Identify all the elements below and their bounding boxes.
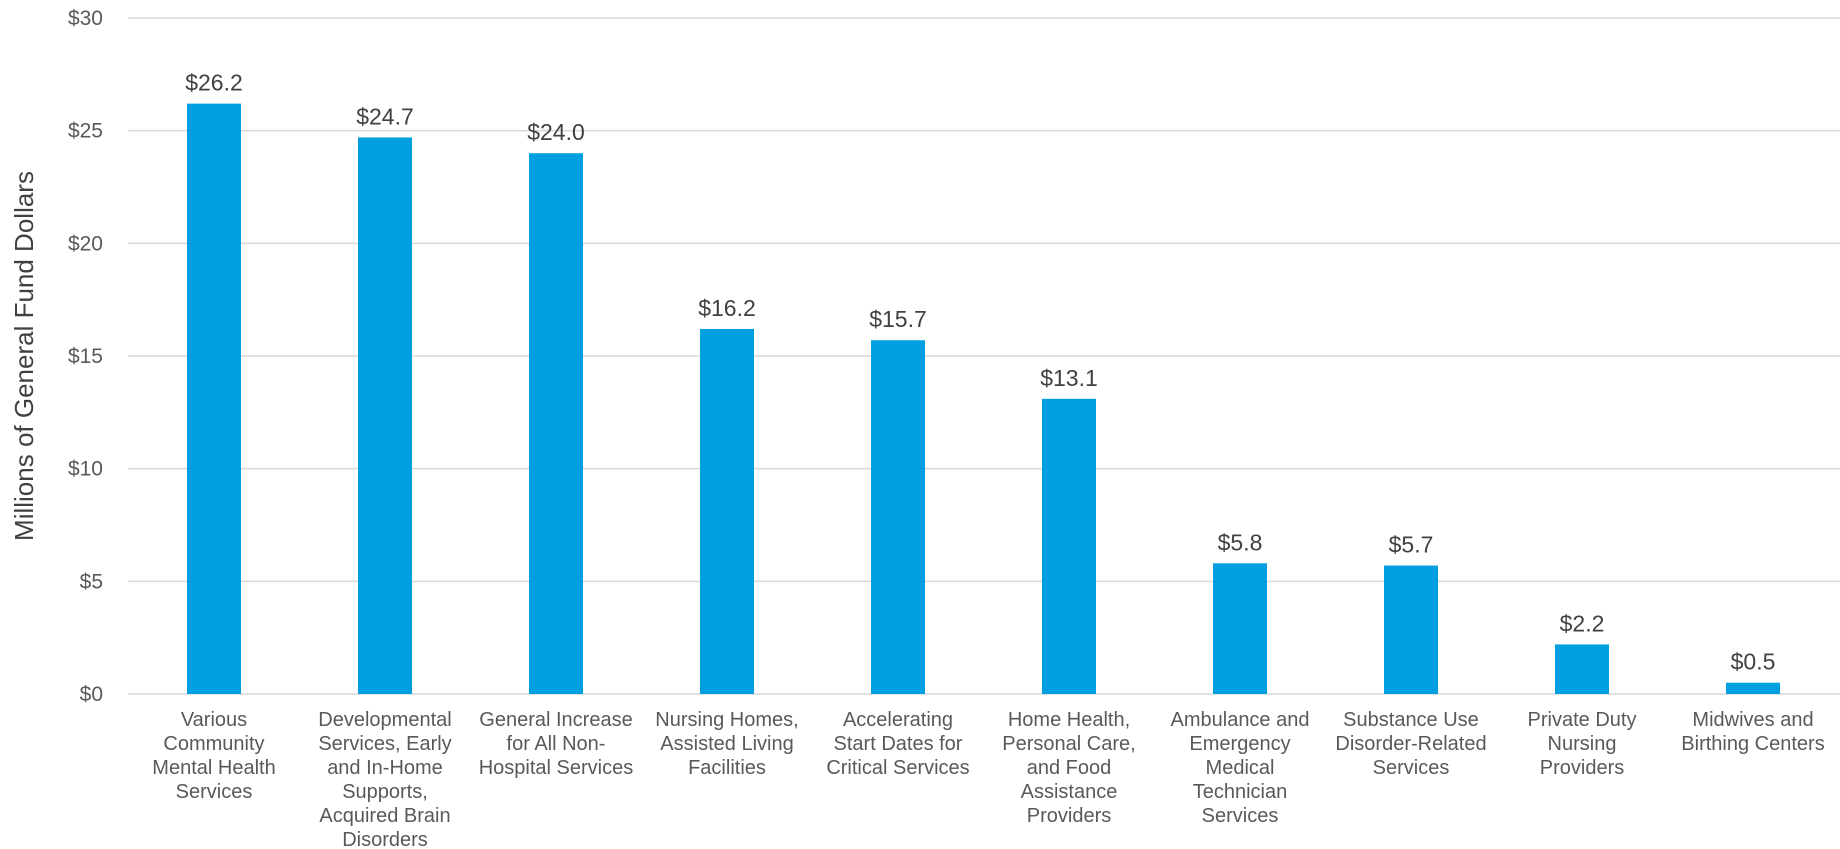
data-label: $24.0 xyxy=(527,119,585,145)
data-label: $5.8 xyxy=(1218,529,1263,555)
x-tick-label-line: Supports, xyxy=(342,781,428,803)
x-tick-label-line: Midwives and xyxy=(1692,709,1813,731)
data-label: $13.1 xyxy=(1040,365,1098,391)
x-tick-label-line: Nursing xyxy=(1548,733,1617,755)
x-tick-label: General Increase for All Non-Hospital Ser… xyxy=(479,709,634,779)
bar xyxy=(358,137,412,695)
x-tick-label: Developmental Services, Early and In-Home S… xyxy=(318,709,451,849)
x-tick-label-line: Services xyxy=(1202,805,1279,827)
bar xyxy=(700,328,754,694)
x-tick-label-line: Facilities xyxy=(688,757,766,779)
bar xyxy=(1555,644,1609,694)
x-tick-label: Substance Use Disorder-Related Services xyxy=(1335,709,1486,779)
x-tick-label: Midwives and Birthing Centers xyxy=(1681,709,1824,755)
y-tick-label: $15 xyxy=(68,345,103,368)
x-tick-label-line: Medical xyxy=(1206,757,1275,779)
y-tick-label: $25 xyxy=(68,120,103,143)
x-tick-label-line: Accelerating xyxy=(843,709,953,731)
x-tick-label-line: Emergency xyxy=(1189,733,1290,755)
x-tick-label-line: Developmental xyxy=(318,709,451,731)
x-tick-label-line: Disorders xyxy=(342,829,428,849)
x-tick-label-line: Mental Health xyxy=(152,757,275,779)
x-tick-label-line: Start Dates for xyxy=(834,733,963,755)
x-tick-label-line: Substance Use xyxy=(1343,709,1479,731)
bar xyxy=(529,153,583,694)
x-tick-label: Private Duty Nursing Providers xyxy=(1528,709,1637,779)
x-tick-label-line: Private Duty xyxy=(1528,709,1637,731)
x-tick-label: Nursing Homes, Assisted Living Facilities xyxy=(655,709,798,779)
bar xyxy=(1384,565,1438,694)
y-axis-label: Millions of General Fund Dollars xyxy=(9,171,39,541)
x-tick-label-line: Services, Early xyxy=(318,733,451,755)
x-tick-label-line: Home Health, xyxy=(1008,709,1130,731)
x-tick-label-line: Hospital Services xyxy=(479,757,634,779)
y-tick-label: $0 xyxy=(80,683,103,706)
x-tick-label-line: for All Non- xyxy=(507,733,606,755)
x-tick-label-line: Technician xyxy=(1193,781,1288,803)
x-tick-label: Various Community Mental Health Services xyxy=(152,709,275,803)
bar xyxy=(1213,563,1267,694)
data-label: $26.2 xyxy=(185,70,243,96)
x-tick-label-line: and In-Home xyxy=(327,757,443,779)
x-tick-label-line: Disorder-Related xyxy=(1335,733,1486,755)
x-tick-label-line: Providers xyxy=(1540,757,1624,779)
x-tick-label: Accelerating Start Dates for Critical Serv… xyxy=(826,709,969,779)
bar xyxy=(187,103,241,695)
data-label: $2.2 xyxy=(1560,610,1605,636)
x-tick-label-line: Nursing Homes, xyxy=(655,709,798,731)
data-label: $15.7 xyxy=(869,306,927,332)
data-label: $0.5 xyxy=(1731,649,1776,675)
x-tick-label-line: Assistance xyxy=(1021,781,1118,803)
x-tick-label-line: Various xyxy=(181,709,247,731)
data-label: $24.7 xyxy=(356,103,414,129)
x-tick-label-line: Providers xyxy=(1027,805,1111,827)
y-tick-label: $30 xyxy=(68,7,103,30)
x-tick-label-line: Birthing Centers xyxy=(1681,733,1824,755)
x-tick-label-line: Services xyxy=(176,781,253,803)
data-label: $16.2 xyxy=(698,295,756,321)
x-tick-label-line: and Food xyxy=(1027,757,1112,779)
x-tick-label: Home Health, Personal Care, and Food Assist… xyxy=(1002,709,1135,827)
x-tick-label-line: Acquired Brain xyxy=(319,805,450,827)
x-tick-label-line: Critical Services xyxy=(826,757,969,779)
x-tick-label: Ambulance and Emergency Medical Technician S… xyxy=(1171,709,1310,827)
data-label: $5.7 xyxy=(1389,532,1434,558)
y-tick-label: $20 xyxy=(68,232,103,255)
bar xyxy=(871,340,925,694)
x-tick-label-line: Personal Care, xyxy=(1002,733,1135,755)
x-tick-label-line: Assisted Living xyxy=(660,733,793,755)
x-tick-label-line: Ambulance and xyxy=(1171,709,1310,731)
y-tick-label: $5 xyxy=(80,570,103,593)
x-tick-label-line: General Increase xyxy=(479,709,632,731)
x-tick-label-line: Community xyxy=(163,733,264,755)
y-tick-label: $10 xyxy=(68,458,103,481)
x-tick-label-line: Services xyxy=(1373,757,1450,779)
bar xyxy=(1042,398,1096,694)
bar xyxy=(1726,682,1780,694)
